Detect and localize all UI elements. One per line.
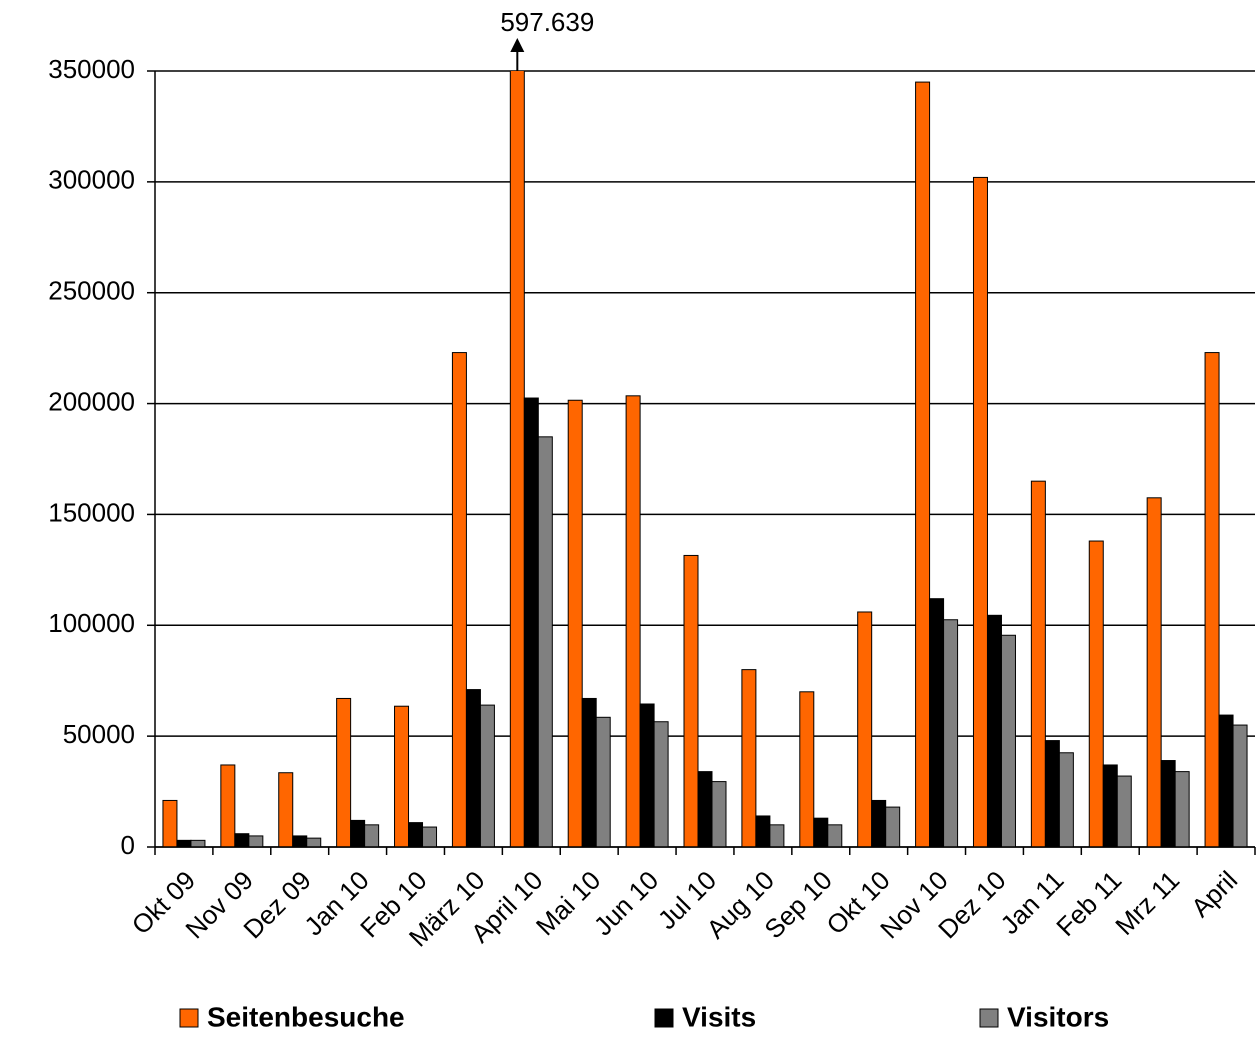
bar (1204, 352, 1220, 848)
bar (857, 611, 873, 848)
bar (1102, 764, 1118, 848)
bar (711, 781, 727, 848)
bar (943, 619, 959, 848)
bar (1160, 760, 1176, 848)
bar (1218, 714, 1234, 848)
value-label: 597.639 (500, 7, 594, 37)
y-tick-label: 0 (121, 830, 135, 860)
legend-swatch (179, 1008, 199, 1028)
bar (306, 837, 322, 848)
bar (234, 833, 250, 848)
bar (639, 703, 655, 848)
bar (915, 81, 931, 848)
bar (176, 839, 192, 848)
bars (162, 71, 1248, 848)
legend-label: Visits (682, 1001, 756, 1032)
bar (827, 824, 843, 848)
bar (394, 705, 410, 848)
y-tick-label: 300000 (48, 165, 135, 195)
bar (190, 839, 206, 848)
y-tick-label: 350000 (48, 54, 135, 84)
bar (1232, 724, 1248, 848)
bar (278, 772, 294, 848)
bar (697, 771, 713, 848)
legend-swatch (979, 1008, 999, 1028)
bar (479, 704, 495, 848)
bar (248, 835, 264, 848)
bar (929, 598, 945, 848)
bar (972, 176, 988, 848)
bar (220, 764, 236, 848)
bar (523, 397, 539, 848)
bar (799, 691, 815, 848)
bar (292, 835, 308, 848)
legend-label: Seitenbesuche (207, 1001, 405, 1032)
bar (408, 822, 424, 848)
bar (871, 799, 887, 848)
bar (755, 815, 771, 848)
y-tick-label: 150000 (48, 497, 135, 527)
bar (537, 436, 553, 848)
x-tick-label: Jun 10 (588, 865, 664, 941)
annotation-arrowhead (510, 38, 525, 52)
legend-label: Visitors (1007, 1001, 1109, 1032)
bar (364, 824, 380, 848)
x-tick-label: Mrz 11 (1109, 865, 1185, 941)
legend-swatch (654, 1008, 674, 1028)
x-tick-label: Feb 11 (1050, 865, 1127, 942)
bar (1146, 497, 1162, 848)
bar (595, 716, 611, 848)
bar (581, 697, 597, 848)
bar (653, 721, 669, 848)
bar (885, 806, 901, 848)
y-tick-label: 200000 (48, 386, 135, 416)
x-tick-label: April (1185, 865, 1243, 923)
y-tick-label: 250000 (48, 276, 135, 306)
bar (162, 799, 178, 848)
bar (465, 689, 481, 848)
bar (422, 826, 438, 848)
bar (1088, 540, 1104, 848)
bar (986, 614, 1002, 848)
bar (509, 71, 525, 848)
bar (683, 554, 699, 848)
bar (567, 399, 583, 848)
bar (1116, 775, 1132, 848)
y-tick-label: 100000 (48, 608, 135, 638)
bar (741, 669, 757, 848)
bar (1044, 740, 1060, 848)
bar (769, 824, 785, 848)
bar (1174, 771, 1190, 848)
bar (813, 817, 829, 848)
bar (1030, 480, 1046, 848)
bar (1000, 634, 1016, 848)
bar (451, 352, 467, 848)
bar (350, 819, 366, 848)
y-tick-label: 50000 (63, 719, 135, 749)
x-tick-label: Mai 10 (530, 865, 606, 941)
bar (625, 395, 641, 848)
bar (336, 697, 352, 848)
bar (1058, 752, 1074, 848)
